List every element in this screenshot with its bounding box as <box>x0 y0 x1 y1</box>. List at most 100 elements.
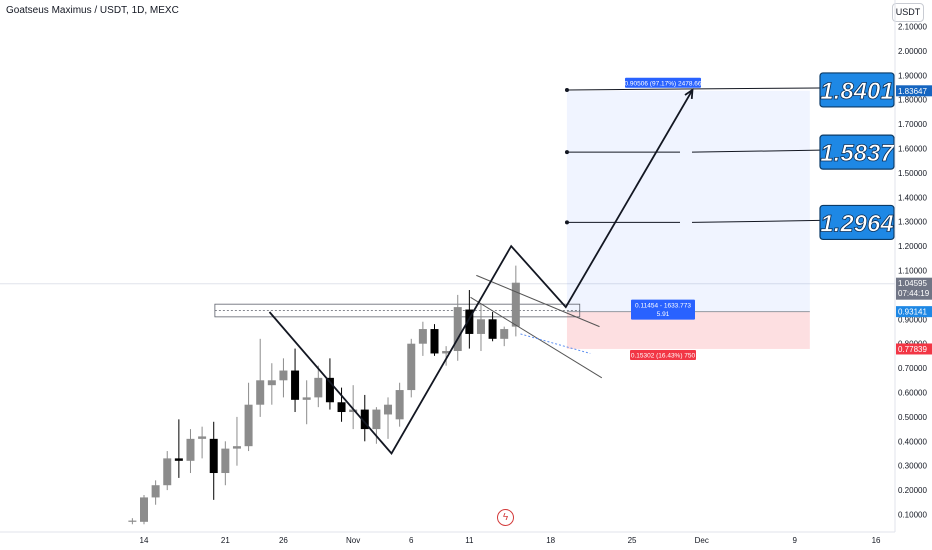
price-tag-stop <box>896 343 932 355</box>
candle-body <box>442 351 451 354</box>
y-tick-label: 0.40000 <box>898 437 927 446</box>
x-tick-label: Nov <box>346 536 360 545</box>
y-tick-label: 2.00000 <box>898 47 927 56</box>
price-tag-target <box>896 85 932 97</box>
target-level-line <box>566 87 821 91</box>
pattern-path <box>268 89 694 456</box>
y-tick-label: 1.30000 <box>898 218 927 227</box>
y-tick-label: 0.10000 <box>898 511 927 520</box>
candle-body <box>209 438 218 474</box>
candle-body <box>360 409 369 430</box>
price-tag-current <box>896 277 932 300</box>
x-tick-label: 18 <box>546 536 555 545</box>
candle-body <box>384 404 393 415</box>
y-tick-label: 1.80000 <box>898 96 927 105</box>
candle-body <box>163 458 172 486</box>
candle-body <box>198 436 207 439</box>
candle-body <box>418 329 427 344</box>
target-level-label: 1.5837 <box>820 140 895 167</box>
y-tick-label: 0.60000 <box>898 389 927 398</box>
y-tick-label: 0.20000 <box>898 486 927 495</box>
currency-button[interactable]: USDT <box>892 3 924 22</box>
x-tick-label: 6 <box>409 536 414 545</box>
candle-body <box>140 497 148 522</box>
candle-body <box>325 377 334 403</box>
target-zone <box>566 90 810 312</box>
candle-body <box>151 485 160 498</box>
projection-dotted-line <box>520 333 591 354</box>
price-tag-label: 1.04595 <box>898 279 927 288</box>
candle-body <box>279 370 288 381</box>
candle-body <box>500 329 509 339</box>
candle-body <box>337 402 346 413</box>
target-level-line <box>691 219 821 223</box>
entry-info-label: 0.11454 - 1633.773 <box>635 303 691 310</box>
y-tick-label: 1.50000 <box>898 169 927 178</box>
x-tick-label: Dec <box>695 536 709 545</box>
price-tag-label: 1.83647 <box>898 87 927 96</box>
channel-line <box>470 296 603 379</box>
target-level-line <box>691 149 821 153</box>
x-tick-label: 14 <box>140 536 149 545</box>
candle-body <box>174 458 183 461</box>
target-level-label: 1.2964 <box>820 210 893 237</box>
target-level-box <box>819 72 895 108</box>
target-level-label: 1.8401 <box>820 78 893 105</box>
channel-line <box>476 274 600 328</box>
y-tick-label: 0.30000 <box>898 462 927 471</box>
y-tick-label: 1.40000 <box>898 193 927 202</box>
candle-body <box>128 520 137 522</box>
y-tick-label: 2.10000 <box>898 23 927 32</box>
candle-body <box>221 448 230 474</box>
y-tick-label: 1.70000 <box>898 120 927 129</box>
stop-info-box <box>630 349 696 360</box>
candle-body <box>511 282 520 327</box>
candle-body <box>244 404 253 447</box>
x-tick-label: 25 <box>628 536 637 545</box>
candle-body <box>291 370 300 400</box>
price-tag-label: 0.93141 <box>898 308 927 317</box>
target-level-anchor <box>564 87 569 92</box>
candle-body <box>232 446 241 449</box>
x-tick-label: 16 <box>872 536 881 545</box>
candle-body <box>407 343 416 391</box>
symbol-title: Goatseus Maximus / USDT, 1D, MEXC <box>6 5 179 16</box>
target-level-anchor <box>564 220 569 225</box>
candle-body <box>349 409 358 413</box>
y-tick-label: 1.20000 <box>898 242 927 251</box>
y-tick-label: 0.90000 <box>898 315 927 324</box>
y-tick-label: 1.10000 <box>898 267 927 276</box>
tradingview-logo-icon: ϟ <box>497 509 514 526</box>
price-tag-entry <box>896 306 932 318</box>
candle-body <box>302 397 311 400</box>
target-level-box <box>819 134 895 170</box>
target-level-box <box>819 204 895 241</box>
candle-body <box>488 319 497 339</box>
candle-body <box>395 390 404 420</box>
candle-body <box>476 319 485 334</box>
price-tag-sublabel: 07:44:19 <box>898 289 930 298</box>
candle-body <box>453 307 462 352</box>
stop-info-label: 0.15302 (16.43%) 750 <box>631 352 696 359</box>
target-info-label: 0.90506 (97.17%) 2478.66 <box>625 80 702 87</box>
entry-info-label: 5.91 <box>657 311 670 318</box>
candle-body <box>314 377 323 398</box>
y-tick-label: 0.70000 <box>898 364 927 373</box>
candle-body <box>465 309 474 334</box>
price-tag-label: 0.77839 <box>898 345 927 354</box>
candle-body <box>186 438 195 461</box>
candle-body <box>430 329 439 354</box>
x-tick-label: 26 <box>279 536 288 545</box>
x-tick-label: 11 <box>465 536 474 545</box>
x-tick-label: 9 <box>792 536 797 545</box>
candle-body <box>267 380 276 386</box>
y-tick-label: 1.90000 <box>898 71 927 80</box>
pattern-arrowhead <box>684 88 694 99</box>
candle-body <box>256 380 265 405</box>
y-tick-label: 0.50000 <box>898 413 927 422</box>
x-tick-label: 21 <box>221 536 230 545</box>
entry-info-box <box>631 299 695 320</box>
y-tick-label: 1.60000 <box>898 145 927 154</box>
target-level-anchor <box>564 150 569 155</box>
